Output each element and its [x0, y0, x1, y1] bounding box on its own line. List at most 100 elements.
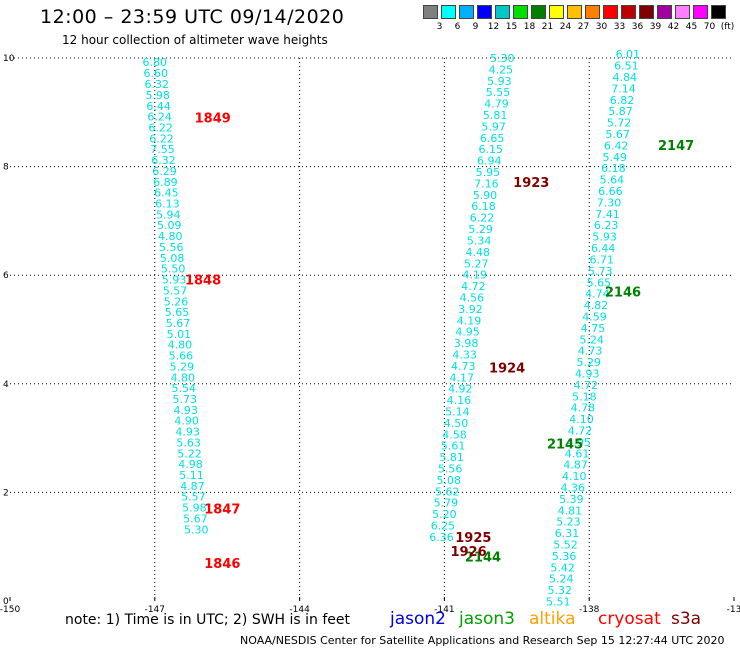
data-point-right-track: 5.87: [608, 105, 633, 118]
legend-swatch: [675, 5, 690, 19]
satellite-legend-jason3: jason3: [459, 609, 515, 629]
data-point-center-track: 5.29: [468, 223, 493, 236]
data-point-right-track: 6.01: [616, 48, 641, 61]
data-point-center-track: 5.30: [490, 52, 515, 65]
data-point-right-track: 5.24: [549, 573, 574, 586]
y-tick-label: 10: [3, 54, 15, 64]
data-point-center-track: 5.55: [486, 86, 511, 99]
legend-label: 21: [541, 22, 554, 32]
data-point-center-track: 7.16: [474, 177, 499, 190]
legend-swatch: [711, 5, 726, 19]
data-point-right-track: 6.44: [591, 242, 616, 255]
data-point-left-track: 4.90: [174, 415, 199, 428]
data-point-right-track: 4.87: [563, 459, 588, 472]
data-point-center-track: 5.61: [441, 440, 466, 453]
data-point-center-track: 5.93: [487, 75, 512, 88]
data-point-left-track: 5.73: [172, 393, 197, 406]
data-point-right-track: 4.81: [558, 504, 583, 517]
data-point-right-track: 7.41: [595, 208, 620, 221]
data-point-center-track: 4.33: [452, 348, 477, 361]
data-point-left-track: 5.98: [145, 89, 170, 102]
time-label: 1924: [489, 362, 525, 377]
data-point-center-track: 4.58: [442, 428, 467, 441]
data-point-left-track: 6.89: [153, 176, 178, 189]
time-label: 2145: [547, 438, 583, 453]
data-point-center-track: 5.81: [439, 451, 464, 464]
data-point-left-track: 6.32: [151, 154, 176, 167]
data-point-center-track: 6.36: [429, 531, 454, 544]
legend-label: 36: [631, 22, 644, 32]
data-point-right-track: 5.72: [607, 117, 632, 130]
data-point-left-track: 5.63: [176, 436, 201, 449]
time-label: 1926: [450, 545, 486, 560]
legend-label: 45: [685, 22, 698, 32]
data-point-center-track: 4.25: [489, 63, 514, 76]
legend-swatch: [441, 5, 456, 19]
data-point-center-track: 5.27: [464, 257, 489, 270]
x-tick-label: -141: [434, 605, 454, 615]
data-point-left-track: 5.54: [172, 382, 197, 395]
legend-swatch: [513, 5, 528, 19]
data-point-right-track: 5.93: [592, 231, 617, 244]
data-point-left-track: 5.09: [157, 219, 182, 232]
data-point-center-track: 6.94: [477, 155, 502, 168]
data-point-left-track: 4.93: [175, 426, 200, 439]
time-label: 1848: [185, 274, 221, 289]
legend-label: 42: [667, 22, 680, 32]
data-point-right-track: 5.36: [552, 550, 577, 563]
data-point-center-track: 6.65: [480, 132, 505, 145]
data-point-left-track: 5.67: [166, 317, 191, 330]
data-point-right-track: 5.42: [550, 561, 575, 574]
data-point-left-track: 5.11: [179, 469, 204, 482]
legend-label: 30: [595, 22, 608, 32]
x-tick-label: -150: [0, 605, 20, 615]
data-point-right-track: 6.82: [610, 94, 635, 107]
satellite-legend-altika: altika: [529, 609, 576, 629]
data-point-right-track: 4.93: [575, 367, 600, 380]
data-point-center-track: 4.48: [465, 246, 490, 259]
legend-label: 15: [505, 22, 518, 32]
legend-label: 39: [649, 22, 662, 32]
data-point-center-track: 4.79: [484, 98, 509, 111]
time-label: 1847: [204, 503, 240, 518]
legend-label: 70: [703, 22, 716, 32]
data-point-center-track: 5.81: [483, 109, 508, 122]
data-point-left-track: 5.01: [167, 328, 192, 341]
data-point-right-track: 4.73: [578, 345, 603, 358]
data-point-right-track: 6.42: [604, 139, 629, 152]
data-point-center-track: 5.79: [434, 497, 459, 510]
legend-swatch: [459, 5, 474, 19]
data-point-right-track: 5.51: [546, 596, 571, 609]
data-point-left-track: 5.98: [182, 502, 207, 515]
y-tick-label: 0: [3, 597, 9, 607]
data-point-right-track: 6.31: [555, 527, 580, 540]
data-point-left-track: 4.80: [168, 339, 193, 352]
time-label: 2144: [465, 550, 501, 565]
data-point-left-track: 5.57: [181, 491, 206, 504]
legend-label: 24: [559, 22, 572, 32]
data-point-left-track: 4.93: [173, 404, 198, 417]
data-point-right-track: 4.72: [568, 424, 593, 437]
x-tick-label: -144: [289, 605, 310, 615]
data-point-center-track: 4.19: [463, 269, 488, 282]
data-point-right-track: 5.18: [572, 390, 597, 403]
legend-label: 9: [472, 22, 479, 32]
data-point-right-track: 5.24: [579, 333, 604, 346]
data-point-center-track: 5.97: [481, 120, 506, 133]
data-point-right-track: 4.95: [566, 436, 591, 449]
time-label: 2146: [605, 285, 641, 300]
data-point-center-track: 4.92: [448, 383, 473, 396]
legend-label: 18: [523, 22, 536, 32]
data-point-left-track: 6.29: [152, 165, 177, 178]
data-point-right-track: 6.66: [598, 185, 623, 198]
data-point-center-track: 4.72: [461, 280, 486, 293]
data-point-right-track: 4.72: [574, 379, 599, 392]
data-point-right-track: 4.75: [581, 322, 606, 335]
data-point-left-track: 5.66: [169, 350, 194, 363]
data-point-left-track: 6.13: [155, 198, 180, 211]
data-point-right-track: 4.61: [565, 447, 590, 460]
data-point-left-track: 5.22: [177, 447, 202, 460]
data-point-right-track: 6.71: [589, 253, 614, 266]
data-point-left-track: 5.93: [162, 274, 187, 287]
